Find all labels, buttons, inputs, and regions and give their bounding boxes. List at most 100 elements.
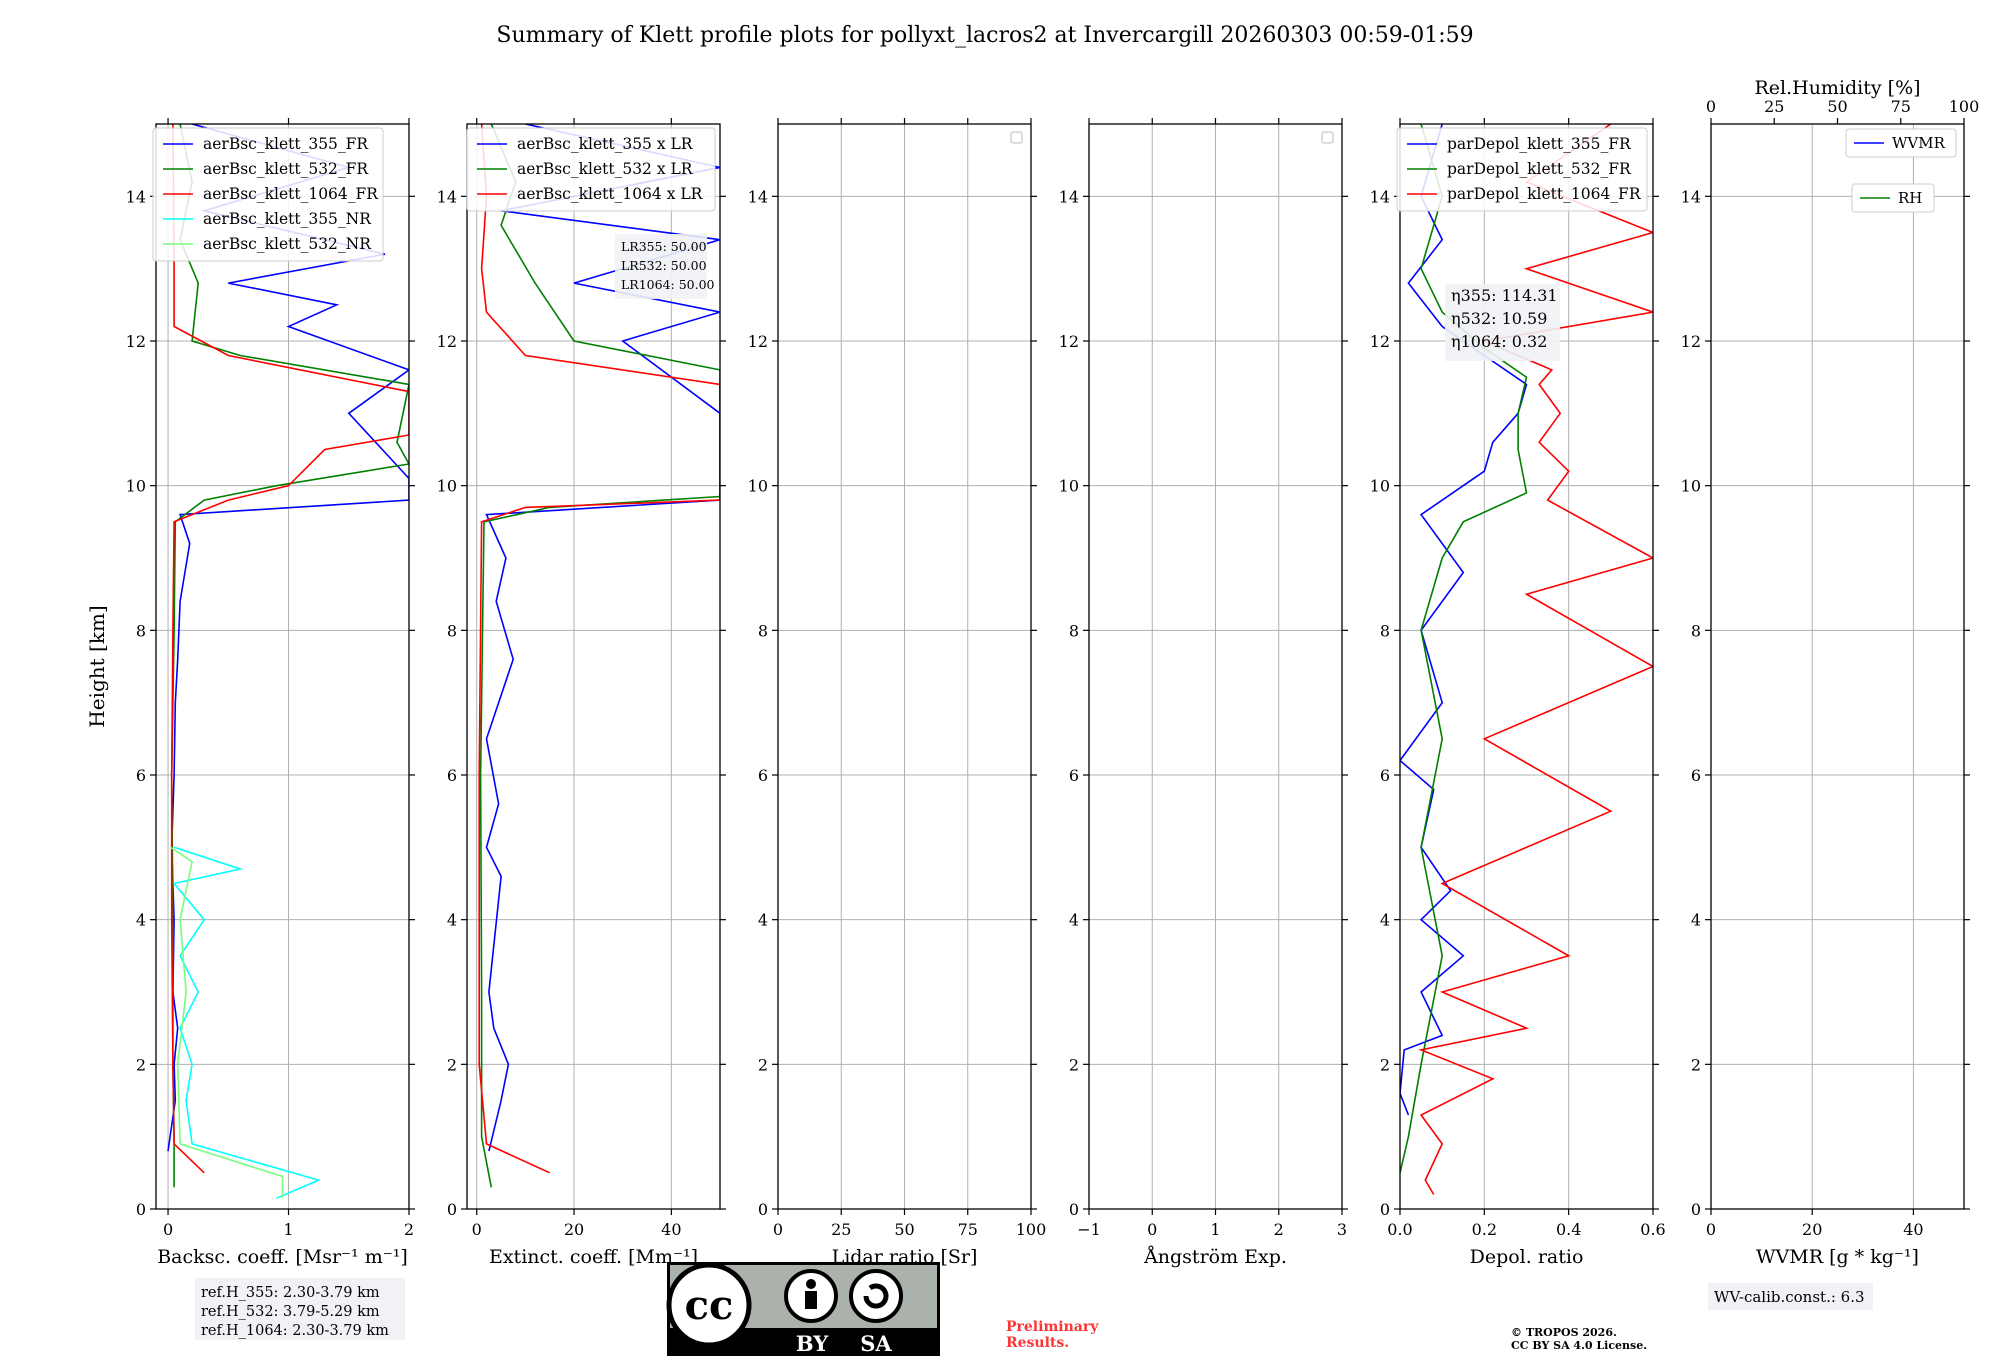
y-tick-label: 12: [1059, 332, 1079, 351]
x-tick-label: 2: [1274, 1220, 1284, 1239]
x-tick-label: −1: [1077, 1220, 1101, 1239]
y-tick-label: 10: [1370, 477, 1390, 496]
legend-box: [466, 127, 716, 212]
ref-height-1064: ref.H_1064: 2.30-3.79 km: [201, 1323, 389, 1339]
annotation-box: [615, 234, 707, 299]
y-tick-label: 4: [447, 911, 457, 930]
x-tick-label: 0: [472, 1220, 482, 1239]
wv-calib-box-bg: [1708, 1283, 1873, 1310]
x-tick-label: 40: [1903, 1220, 1923, 1239]
series-line-parDepol_klett_1064_FR: [1418, 124, 1653, 1195]
y-tick-label: 6: [1069, 766, 1079, 785]
y-tick-label: 14: [1059, 187, 1079, 206]
legend-label: aerBsc_klett_355_NR: [203, 210, 372, 228]
y-tick-label: 10: [437, 477, 457, 496]
y-tick-label: 10: [1059, 477, 1079, 496]
x-axis-label: Extinct. coeff. [Mm⁻¹]: [489, 1246, 698, 1268]
y-tick-label: 6: [136, 766, 146, 785]
empty-legend-box: [1321, 131, 1334, 144]
y-tick-label: 6: [758, 766, 768, 785]
annotation-text: LR1064: 50.00: [621, 277, 715, 292]
x2-tick-label: 100: [1949, 97, 1980, 116]
ref-height-532: ref.H_532: 3.79-5.29 km: [201, 1304, 380, 1320]
annotation-text: LR355: 50.00: [621, 239, 707, 254]
y-tick-label: 10: [748, 477, 768, 496]
legend-label: aerBsc_klett_355 x LR: [517, 135, 694, 153]
secondary-x-axis-label: Rel.Humidity [%]: [1754, 77, 1920, 99]
x-tick-label: 0.4: [1556, 1220, 1581, 1239]
x2-tick-label: 75: [1891, 97, 1911, 116]
x-tick-label: 20: [564, 1220, 584, 1239]
y-tick-label: 12: [1681, 332, 1701, 351]
y-tick-label: 6: [1691, 766, 1701, 785]
annotation-text: η1064: 0.32: [1451, 332, 1547, 351]
sa-arrow-icon: [863, 1283, 889, 1309]
legend-label: aerBsc_klett_355_FR: [203, 135, 369, 153]
y-tick-label: 12: [1370, 332, 1390, 351]
legend-label: WVMR: [1892, 134, 1946, 152]
annotation-text: η355: 114.31: [1451, 286, 1558, 305]
y-axis-label: Height [km]: [85, 605, 109, 727]
legend-label: aerBsc_klett_532_NR: [203, 235, 372, 253]
series-line-aerBsc_klett_532_NR: [170, 846, 284, 1199]
legend-label: parDepol_klett_1064_FR: [1447, 185, 1642, 203]
axes-frame: [155, 123, 410, 1210]
y-tick-label: 14: [1681, 187, 1701, 206]
y-tick-label: 6: [1380, 766, 1390, 785]
y-tick-label: 14: [437, 187, 457, 206]
series-line-aerBsc_klett_1064_FR: [170, 124, 409, 1174]
y-tick-label: 8: [136, 621, 146, 640]
legend-label: RH: [1898, 189, 1922, 207]
annotation-box: [1445, 284, 1560, 361]
panel-5: 0 2 4 6 8 10 12 14 0.0 0.2 0.4 0.6 Depol. ratio parDe…: [1370, 118, 1666, 1268]
y-tick-label: 12: [437, 332, 457, 351]
y-tick-label: 2: [1380, 1055, 1390, 1074]
y-tick-label: 2: [1691, 1055, 1701, 1074]
x-tick-label: 2: [404, 1220, 414, 1239]
axes-frame: [466, 123, 721, 1210]
series-line-aerBsc_klett_532_FR: [170, 124, 409, 1188]
x-tick-label: 0: [1706, 1220, 1716, 1239]
legend-label: parDepol_klett_355_FR: [1447, 135, 1632, 153]
y-tick-label: 2: [447, 1055, 457, 1074]
legend-box: [152, 127, 384, 262]
sa-share-alike-icon: [849, 1269, 903, 1323]
x-axis-label: WVMR [g * kg⁻¹]: [1756, 1246, 1919, 1268]
y-tick-label: 0: [1069, 1200, 1079, 1219]
x-tick-label: 0: [163, 1220, 173, 1239]
panel-6: 0 2 4 6 8 10 12 14 0 20 40 WVMR [g * kg⁻¹] 0 25 50 75 10…: [1681, 77, 1980, 1268]
legend-label: aerBsc_klett_532_FR: [203, 160, 369, 178]
y-tick-label: 12: [748, 332, 768, 351]
axes-frame: [1399, 123, 1654, 1210]
legend-box: [1396, 127, 1648, 212]
y-tick-label: 4: [758, 911, 768, 930]
x-tick-label: 1: [283, 1220, 293, 1239]
annotation-text: η532: 10.59: [1451, 309, 1547, 328]
cc-logo-circle: [666, 1262, 752, 1348]
y-tick-label: 4: [1380, 911, 1390, 930]
x-tick-label: 100: [1016, 1220, 1047, 1239]
x-tick-label: 0.6: [1640, 1220, 1665, 1239]
y-tick-label: 12: [126, 332, 146, 351]
wv-calib-box: WV-calib.const.: 6.3: [1708, 1283, 1873, 1310]
y-tick-label: 4: [136, 911, 146, 930]
x-tick-label: 25: [831, 1220, 851, 1239]
legend-label: aerBsc_klett_1064 x LR: [517, 185, 704, 203]
y-tick-label: 2: [136, 1055, 146, 1074]
ref-height-355: ref.H_355: 2.30-3.79 km: [201, 1285, 380, 1301]
preliminary-line1: Preliminary: [1006, 1319, 1099, 1335]
x-tick-label: 75: [958, 1220, 978, 1239]
series-line-aerBsc_klett_355_FR: [167, 124, 409, 1152]
y-tick-label: 8: [1380, 621, 1390, 640]
y-tick-label: 10: [126, 477, 146, 496]
y-tick-label: 10: [1681, 477, 1701, 496]
y-tick-label: 6: [447, 766, 457, 785]
x-tick-label: 50: [894, 1220, 914, 1239]
wv-calib-const: WV-calib.const.: 6.3: [1714, 1288, 1865, 1306]
panel-2: 0 2 4 6 8 10 12 14 0 20 40 Extinct. coeff. [Mm⁻¹] ae…: [437, 118, 726, 1268]
x-axis-label: Ångström Exp.: [1143, 1246, 1287, 1268]
copyright-line1: © TROPOS 2026.: [1511, 1326, 1617, 1339]
cc-sa-label: SA: [860, 1331, 892, 1356]
